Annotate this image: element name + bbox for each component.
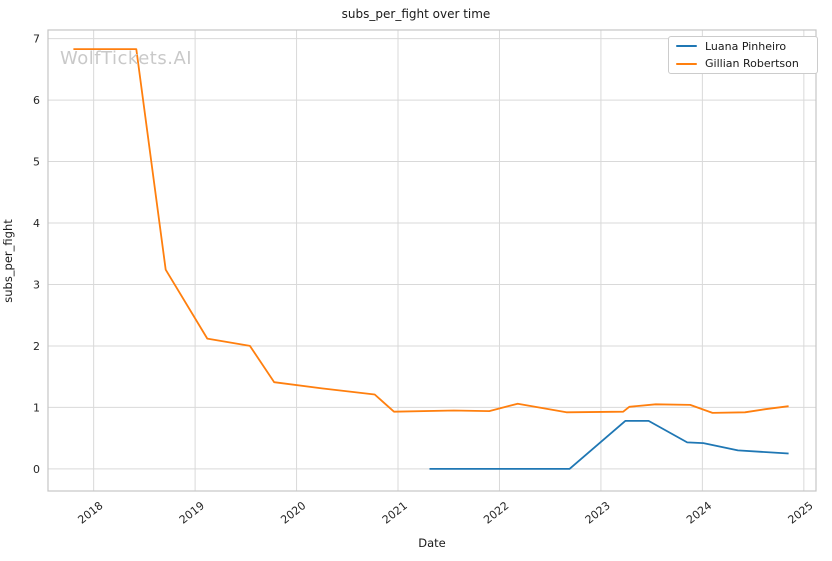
legend-item-luana-pinheiro: Luana Pinheiro [676,39,817,54]
svg-text:2021: 2021 [380,499,410,526]
legend-line-sample-icon [676,62,697,65]
svg-text:4: 4 [33,217,40,230]
legend: Luana Pinheiro Gillian Robertson [668,36,818,74]
svg-text:2: 2 [33,340,40,353]
svg-text:1: 1 [33,401,40,414]
svg-text:2023: 2023 [583,499,613,526]
svg-text:6: 6 [33,94,40,107]
x-axis-label: Date [418,536,446,550]
svg-text:0: 0 [33,463,40,476]
svg-text:5: 5 [33,156,40,169]
legend-label: Gillian Robertson [705,57,799,71]
svg-text:2025: 2025 [786,499,816,526]
svg-text:3: 3 [33,278,40,291]
legend-label: Luana Pinheiro [705,39,787,53]
chart-title: subs_per_fight over time [341,7,491,21]
svg-text:7: 7 [33,33,40,46]
legend-line-sample-icon [676,45,697,48]
svg-text:2024: 2024 [684,499,714,526]
svg-text:2022: 2022 [481,499,511,526]
svg-text:2018: 2018 [75,499,105,526]
y-axis-label: subs_per_fight [1,219,15,303]
watermark: WolfTickets.AI [60,48,193,69]
svg-text:2019: 2019 [177,499,207,526]
legend-item-gillian-robertson: Gillian Robertson [676,57,817,72]
svg-text:2020: 2020 [278,499,308,526]
